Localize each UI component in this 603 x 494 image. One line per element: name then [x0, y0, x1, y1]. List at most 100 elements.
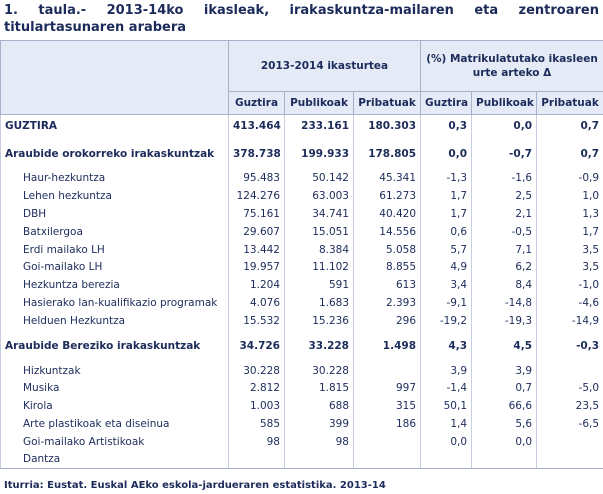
cell: 8.384	[284, 240, 354, 259]
cell: -0,5	[471, 222, 538, 241]
row-label: Musika	[0, 379, 229, 398]
cell: 0,7	[536, 137, 603, 170]
cell: 3,9	[420, 361, 473, 380]
cell: 5.058	[352, 240, 422, 259]
cell: 378.738	[228, 137, 285, 170]
cell: -1,6	[471, 169, 538, 188]
cell: -0,9	[536, 169, 603, 188]
cell: -0,3	[536, 329, 603, 362]
table-row: Musika 2.812 1.815 997 -1,4 0,7 -5,0	[0, 379, 603, 398]
row-label: Kirola	[0, 397, 229, 416]
cell	[352, 432, 422, 451]
cell: 997	[352, 379, 422, 398]
cell: 75.161	[228, 205, 285, 223]
table-row: Araubide orokorreko irakaskuntzak 378.738…	[0, 137, 603, 170]
row-label: Araubide Bereziko irakaskuntzak	[0, 329, 229, 362]
cell: -6,5	[536, 415, 603, 433]
cell: 34.726	[228, 329, 285, 362]
column-header-row: Guztira Publikoak Pribatuak Guztira Publikoa…	[1, 91, 603, 115]
row-label: Batxilergoa	[0, 222, 229, 241]
data-table: 2013-2014 ikasturtea (%) Matrikulatutako…	[0, 40, 603, 469]
cell: 2.393	[352, 294, 422, 312]
cell: 29.607	[228, 222, 285, 241]
source-note: Iturria: Eustat. Euskal AEko eskola-jard…	[4, 480, 386, 491]
cell: 1.003	[228, 397, 285, 416]
cell: 66,6	[471, 397, 538, 416]
cell: 98	[228, 432, 285, 451]
table-row: Arte plastikoak eta diseinua 585 399 186 1,4…	[0, 415, 603, 433]
cell: 30.228	[284, 361, 354, 380]
row-label: Araubide orokorreko irakaskuntzak	[0, 137, 229, 170]
cell: 3,9	[471, 361, 538, 380]
cell: -0,7	[471, 137, 538, 170]
table-row: Dantza	[0, 450, 603, 469]
cell: 30.228	[228, 361, 285, 380]
cell: 1,7	[420, 205, 473, 223]
cell: 591	[284, 276, 354, 295]
column-header: Publikoak	[284, 91, 354, 115]
cell: -14,8	[471, 294, 538, 312]
row-label: Dantza	[0, 450, 229, 469]
cell: 296	[352, 311, 422, 330]
title: 1. taula.- 2013-14ko ikasleak, irakaskun…	[4, 3, 599, 35]
cell: 4.076	[228, 294, 285, 312]
cell: 399	[284, 415, 354, 433]
cell: 98	[284, 432, 354, 451]
table-row: Hasierako lan-kualifikazio programak 4.07…	[0, 294, 603, 312]
row-label: Arte plastikoak eta diseinua	[0, 415, 229, 433]
cell: 124.276	[228, 187, 285, 206]
cell: 5,6	[471, 415, 538, 433]
row-label: Goi-mailako Artistikoak	[0, 432, 229, 451]
row-label: Hasierako lan-kualifikazio programak	[0, 294, 229, 312]
cell: 0,0	[420, 137, 473, 170]
row-label: Hizkuntzak	[0, 361, 229, 380]
cell: 19.957	[228, 258, 285, 277]
cell: 2.812	[228, 379, 285, 398]
cell: 180.303	[352, 114, 422, 138]
cell	[228, 450, 285, 469]
table-row: Lehen hezkuntza 124.276 63.003 61.273 1,7 2,5…	[0, 187, 603, 206]
table-row: Erdi mailako LH 13.442 8.384 5.058 5,7 7,1 3,5	[0, 240, 603, 259]
cell: 1.683	[284, 294, 354, 312]
cell: 233.161	[284, 114, 354, 138]
row-label: Haur-hezkuntza	[0, 169, 229, 188]
cell: 1,4	[420, 415, 473, 433]
corner-cell	[0, 40, 229, 115]
column-header: Publikoak	[471, 91, 538, 115]
table-row: Haur-hezkuntza 95.483 50.142 45.341 -1,3 -1,6…	[0, 169, 603, 188]
table-body: 2013-2014 ikasturtea (%) Matrikulatutako…	[0, 40, 603, 469]
cell: 6,2	[471, 258, 538, 277]
cell: 613	[352, 276, 422, 295]
row-label: Erdi mailako LH	[0, 240, 229, 259]
cell: 0,0	[471, 114, 538, 138]
cell: -19,3	[471, 311, 538, 330]
cell: 0,0	[471, 432, 538, 451]
cell: 413.464	[228, 114, 285, 138]
cell: 0,7	[536, 114, 603, 138]
cell	[536, 450, 603, 469]
cell: 178.805	[352, 137, 422, 170]
cell: 0,3	[420, 114, 473, 138]
cell: 3,4	[420, 276, 473, 295]
column-header: Pribatuak	[536, 91, 603, 115]
cell: -1,3	[420, 169, 473, 188]
cell: 585	[228, 415, 285, 433]
row-label: Goi-mailako LH	[0, 258, 229, 277]
cell: 61.273	[352, 187, 422, 206]
table-row: Hezkuntza berezia 1.204 591 613 3,4 8,4 -1,0	[0, 276, 603, 295]
cell: 33.228	[284, 329, 354, 362]
row-label: DBH	[0, 205, 229, 223]
cell: 50.142	[284, 169, 354, 188]
cell: 15.532	[228, 311, 285, 330]
cell: 3,5	[536, 240, 603, 259]
cell: 14.556	[352, 222, 422, 241]
cell	[536, 432, 603, 451]
cell	[284, 450, 354, 469]
group-header-row: 2013-2014 ikasturtea (%) Matrikulatutako…	[0, 40, 603, 115]
cell	[536, 361, 603, 380]
group-header: 2013-2014 ikasturtea	[227, 40, 422, 92]
cell: 23,5	[536, 397, 603, 416]
table-row: Araubide Bereziko irakaskuntzak 34.726 33.…	[0, 329, 603, 362]
cell: 34.741	[284, 205, 354, 223]
cell: 3,5	[536, 258, 603, 277]
